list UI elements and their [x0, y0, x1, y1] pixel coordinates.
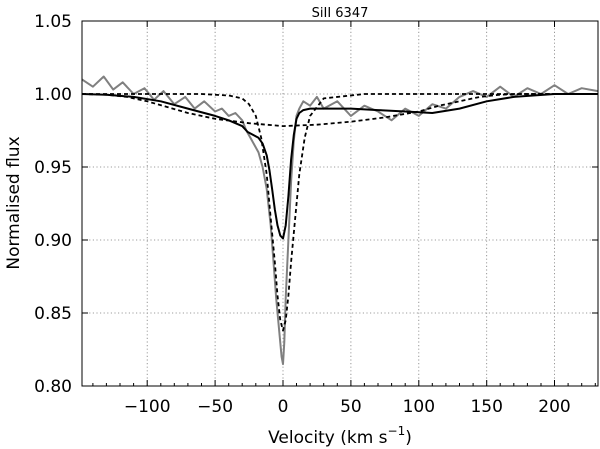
- x-tick-label: −100: [124, 397, 171, 417]
- plot-frame: [81, 20, 599, 387]
- plot-series: [81, 75, 599, 366]
- x-tick-label: 50: [340, 397, 362, 417]
- x-tick-label: 150: [470, 397, 502, 417]
- y-tick-label: 1.00: [34, 85, 72, 105]
- chart-title: SiII 6347: [312, 6, 369, 21]
- y-tick-label: 0.90: [34, 231, 72, 251]
- x-tick-label: 100: [403, 397, 435, 417]
- series-line-model-total: [81, 93, 598, 240]
- series-line-observed: [81, 75, 599, 366]
- x-axis-label: Velocity (km s−1): [268, 424, 412, 448]
- grid: [82, 20, 598, 387]
- y-axis-label: Normalised flux: [4, 136, 24, 269]
- y-tick-label: 1.05: [34, 12, 72, 32]
- x-axis-label-close: ): [405, 428, 412, 448]
- x-tick-label: 0: [278, 397, 289, 417]
- axis-ticks: −100 −50 0 50 100 150 200 0.80 0.85 0.90 0.95 1.00 1…: [34, 12, 598, 417]
- x-axis-label-text: Velocity (km s: [268, 428, 388, 448]
- x-tick-label: −50: [197, 397, 233, 417]
- x-axis-label-superscript: −1: [388, 424, 406, 438]
- series-line-model-broad: [81, 93, 598, 127]
- y-tick-label: 0.85: [34, 304, 72, 324]
- x-tick-label: 200: [538, 397, 570, 417]
- y-tick-label: 0.95: [34, 158, 72, 178]
- y-tick-label: 0.80: [34, 377, 72, 397]
- series-line-model-narrow: [82, 93, 598, 332]
